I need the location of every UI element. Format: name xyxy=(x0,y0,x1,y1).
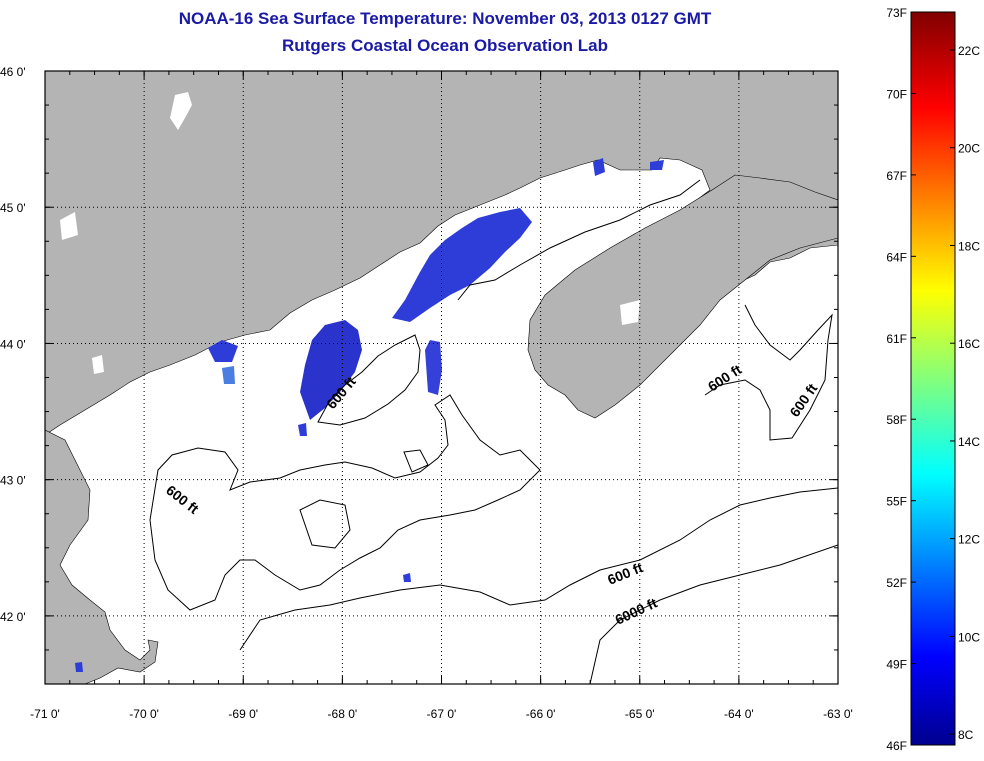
y-tick-label: 44 0' xyxy=(0,337,26,351)
y-tick-label: 46 0' xyxy=(0,65,26,79)
colorbar-f-label: 58F xyxy=(886,413,907,427)
sst-cold-patch xyxy=(403,573,411,582)
sst-cold-patch xyxy=(392,208,532,322)
colorbar-f-label: 46F xyxy=(886,739,907,753)
contour-600ft-south xyxy=(239,487,838,651)
sst-cold-patch xyxy=(593,158,605,176)
colorbar-c-label: 10C xyxy=(958,630,980,644)
contour-600ft-gulf xyxy=(457,179,701,301)
sst-cold-patch xyxy=(298,423,307,436)
colorbar-c-label: 8C xyxy=(958,728,974,742)
colorbar-f-label: 67F xyxy=(886,169,907,183)
x-tick-label: -66 0' xyxy=(526,707,556,721)
x-tick-label: -67 0' xyxy=(427,707,457,721)
chart-title: NOAA-16 Sea Surface Temperature: Novembe… xyxy=(178,9,712,28)
colorbar-f-label: 61F xyxy=(886,332,907,346)
colorbar-f-label: 55F xyxy=(886,495,907,509)
lake xyxy=(170,92,192,130)
lake xyxy=(620,300,640,325)
contour-600ft-east xyxy=(704,304,833,441)
sst-cold-patch xyxy=(425,340,442,395)
grid-lines xyxy=(45,71,838,684)
x-tick-label: -69 0' xyxy=(228,707,258,721)
lake xyxy=(60,212,78,240)
lake xyxy=(92,355,104,374)
colorbar-f-label: 49F xyxy=(886,658,907,672)
sst-cold-patch xyxy=(222,366,235,384)
colorbar-c-label: 16C xyxy=(958,337,980,351)
colorbar-c-label: 22C xyxy=(958,44,980,58)
contour-6000ft xyxy=(589,544,838,684)
colorbar-f-label: 52F xyxy=(886,576,907,590)
colorbar-c-label: 12C xyxy=(958,533,980,547)
chart-subtitle: Rutgers Coastal Ocean Observation Lab xyxy=(282,36,608,55)
contour-basin-loop xyxy=(299,499,351,549)
sst-cold-patch xyxy=(208,340,238,362)
sst-cold-patch xyxy=(650,160,664,170)
land-nova-scotia xyxy=(527,174,838,419)
colorbar-f-label: 73F xyxy=(886,6,907,20)
x-tick-label: -70 0' xyxy=(129,707,159,721)
sst-cold-patch xyxy=(300,320,362,420)
y-tick-label: 42 0' xyxy=(0,610,26,624)
colorbar-c-label: 20C xyxy=(958,142,980,156)
colorbar-f-label: 64F xyxy=(886,250,907,264)
x-tick-label: -63 0' xyxy=(823,707,853,721)
x-tick-label: -64 0' xyxy=(724,707,754,721)
x-tick-label: -68 0' xyxy=(328,707,358,721)
land-new-england xyxy=(45,429,159,684)
x-tick-label: -71 0' xyxy=(30,707,60,721)
map-layer xyxy=(45,71,838,684)
contour-basin-loop xyxy=(317,334,421,426)
y-tick-label: 45 0' xyxy=(0,201,26,215)
colorbar xyxy=(910,11,956,746)
colorbar-f-label: 70F xyxy=(886,87,907,101)
x-tick-label: -65 0' xyxy=(625,707,655,721)
bathymetry-contours xyxy=(149,179,838,684)
contour-600ft-west xyxy=(149,394,541,611)
colorbar-c-label: 18C xyxy=(958,239,980,253)
y-tick-label: 43 0' xyxy=(0,474,26,488)
plot-frame xyxy=(44,70,839,685)
colorbar-c-label: 14C xyxy=(958,435,980,449)
contour-basin-loop xyxy=(403,449,429,473)
sst-cold-patch xyxy=(75,662,83,672)
